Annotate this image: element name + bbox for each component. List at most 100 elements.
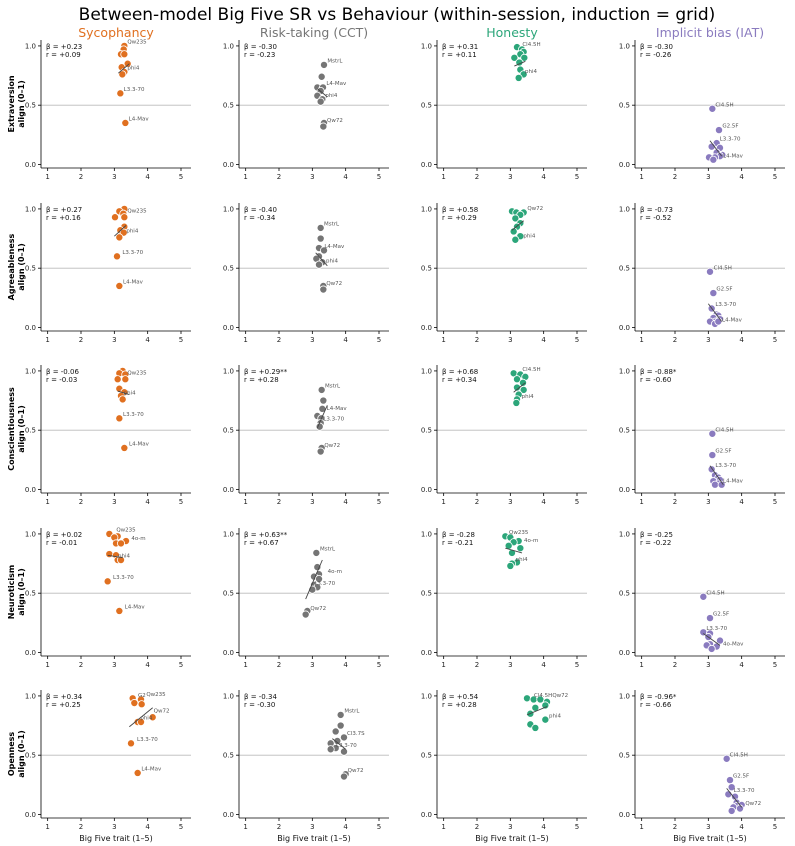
point-label: L4-Mav xyxy=(123,280,144,286)
x-tick-label: 4 xyxy=(343,498,348,506)
row-label-line: Neuroticism xyxy=(7,565,16,619)
point-label: L4-Mav xyxy=(723,478,744,484)
y-tick-label: 0.0 xyxy=(421,649,432,657)
x-tick-label: 2 xyxy=(475,823,479,831)
y-tick-label: 0.0 xyxy=(619,161,630,169)
y-tick-label: 0.0 xyxy=(223,161,234,169)
data-point xyxy=(331,727,340,736)
beta-annotation: β = -0.88* xyxy=(640,368,677,376)
data-point xyxy=(336,721,345,730)
data-point xyxy=(315,422,324,431)
point-label: L4-Mav xyxy=(326,81,347,87)
y-tick-label: 0.5 xyxy=(223,265,234,273)
y-tick-label: 1.0 xyxy=(223,205,234,213)
y-tick-label: 1.0 xyxy=(421,530,432,538)
x-tick-label: 2 xyxy=(79,173,83,181)
x-tick-label: 5 xyxy=(377,173,381,181)
beta-annotation: β = -0.30 xyxy=(640,43,673,51)
x-tick-label: 4 xyxy=(541,661,546,669)
r-annotation: r = -0.21 xyxy=(442,539,473,547)
x-axis-label: Big Five trait (1–5) xyxy=(673,834,746,843)
beta-annotation: β = -0.96* xyxy=(640,693,677,701)
row-label-line: align (0–1) xyxy=(17,730,26,778)
y-tick-label: 1.0 xyxy=(223,530,234,538)
x-tick-label: 1 xyxy=(441,336,445,344)
panel: 0.0 0.5 1.0 1 2 3 4 5 β = +0.34r = +0.25 G2 Qw235 Q… xyxy=(25,690,191,843)
panel: 0.0 0.5 1.0 1 2 3 4 5 β = +0.63**r = +0.67 MstrL 4… xyxy=(223,528,389,669)
row-label: Neuroticismalign (0–1) xyxy=(7,565,26,619)
row-label-line: Openness xyxy=(7,732,16,777)
x-tick-label: 5 xyxy=(773,823,777,831)
beta-annotation: β = -0.06 xyxy=(46,368,79,376)
x-tick-label: 2 xyxy=(79,498,83,506)
data-point xyxy=(117,539,126,548)
r-annotation: r = +0.28 xyxy=(442,701,477,709)
x-tick-label: 3 xyxy=(310,823,314,831)
beta-annotation: β = +0.68 xyxy=(442,368,478,376)
x-tick-label: 1 xyxy=(243,661,247,669)
data-point xyxy=(727,783,736,792)
row-label-line: align (0–1) xyxy=(17,405,26,453)
data-point xyxy=(708,451,717,460)
y-tick-label: 0.5 xyxy=(619,427,630,435)
y-tick-label: 1.0 xyxy=(619,692,630,700)
data-point xyxy=(711,480,720,489)
x-tick-label: 4 xyxy=(343,823,348,831)
x-tick-label: 1 xyxy=(243,498,247,506)
data-point xyxy=(120,213,129,222)
data-point xyxy=(336,710,345,719)
data-point xyxy=(511,235,520,244)
y-tick-label: 0.5 xyxy=(619,752,630,760)
y-tick-label: 0.0 xyxy=(421,324,432,332)
r-annotation: r = -0.52 xyxy=(640,214,671,222)
fit-line xyxy=(129,707,153,728)
row-label-line: Agreeableness xyxy=(7,233,16,300)
y-tick-label: 1.0 xyxy=(25,42,36,50)
x-tick-label: 3 xyxy=(706,823,710,831)
data-point xyxy=(316,97,325,106)
data-point xyxy=(319,60,328,69)
point-label: Qw72 xyxy=(552,693,568,699)
y-tick-label: 1.0 xyxy=(421,205,432,213)
x-tick-label: 1 xyxy=(45,661,49,669)
point-label: L4-Mav xyxy=(327,406,348,412)
point-label: phi4 xyxy=(525,69,538,75)
point-label: 4o-m xyxy=(328,569,342,575)
y-tick-label: 0.5 xyxy=(223,427,234,435)
r-annotation: r = +0.25 xyxy=(46,701,81,709)
point-label: L3.3-70 xyxy=(323,417,344,423)
x-tick-label: 2 xyxy=(277,661,281,669)
data-point xyxy=(722,754,731,763)
x-tick-label: 4 xyxy=(541,498,546,506)
data-point xyxy=(115,233,124,242)
data-point xyxy=(714,317,723,326)
panel: 0.0 0.5 1.0 1 2 3 4 5 β = -0.30r = -0.23 MstrL L4-… xyxy=(223,40,389,181)
point-label: Qw72 xyxy=(310,606,326,612)
y-tick-label: 1.0 xyxy=(25,530,36,538)
point-label: Qw72 xyxy=(154,709,170,715)
point-label: Cl4.5H xyxy=(534,693,552,699)
point-label: Qw72 xyxy=(326,281,342,287)
y-tick-label: 0.5 xyxy=(421,102,432,110)
x-tick-label: 2 xyxy=(277,336,281,344)
r-annotation: r = +0.29 xyxy=(442,214,477,222)
r-annotation: r = +0.09 xyxy=(46,51,81,59)
data-point xyxy=(541,701,550,710)
panel: 0.0 0.5 1.0 1 2 3 4 5 β = +0.23r = +0.09 Qw235 phi… xyxy=(25,40,191,181)
point-label: L3.3-70 xyxy=(706,626,727,632)
panel: 0.0 0.5 1.0 1 2 3 4 5 β = -0.40r = -0.34 MstrL L4-… xyxy=(223,203,389,344)
y-tick-label: 0.0 xyxy=(619,486,630,494)
panel: 0.0 0.5 1.0 1 2 3 4 5 β = -0.96*r = -0.66 Cl4.5H G… xyxy=(619,690,785,843)
point-label: Cl4.5H xyxy=(706,590,724,596)
data-point xyxy=(127,739,136,748)
y-tick-label: 0.5 xyxy=(619,102,630,110)
panel: 0.0 0.5 1.0 1 2 3 4 5 β = -0.28r = -0.21 Qw235 4o-… xyxy=(421,528,587,669)
panel: 0.0 0.5 1.0 1 2 3 4 5 β = +0.68r = +0.34 Cl4.5H ph… xyxy=(421,365,587,506)
r-annotation: r = +0.28 xyxy=(244,376,279,384)
x-tick-label: 4 xyxy=(739,173,744,181)
point-label: L3.3-70 xyxy=(720,137,741,143)
y-tick-label: 0.0 xyxy=(619,324,630,332)
x-tick-label: 4 xyxy=(343,173,348,181)
row-label: Extraversionalign (0–1) xyxy=(7,75,26,132)
point-label: G2.5F xyxy=(715,449,731,455)
